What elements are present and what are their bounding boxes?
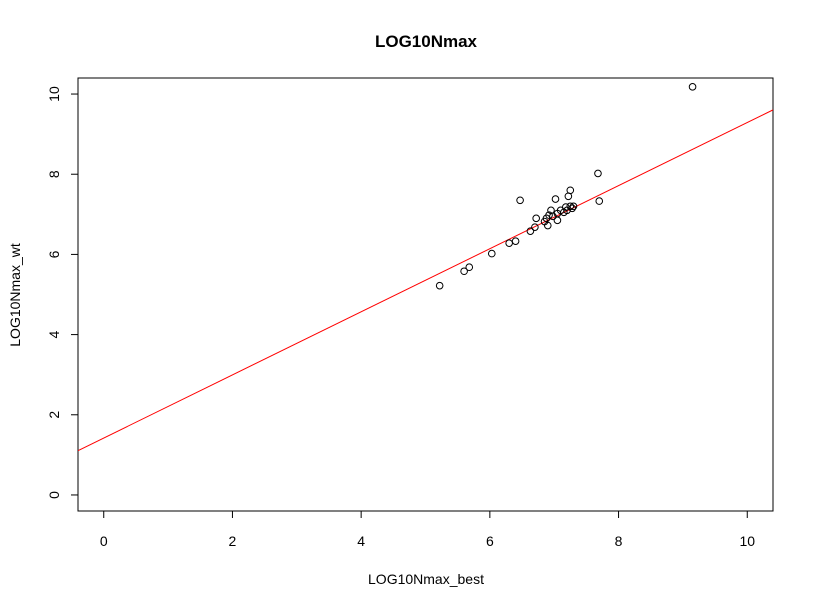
data-point bbox=[543, 221, 552, 230]
data-point bbox=[487, 249, 496, 258]
regression-line bbox=[78, 109, 773, 452]
chart-title: LOG10Nmax bbox=[375, 32, 478, 51]
data-point bbox=[688, 83, 697, 91]
data-series bbox=[78, 83, 773, 452]
y-tick-label: 8 bbox=[46, 170, 62, 178]
data-point bbox=[526, 227, 535, 235]
plot-area bbox=[77, 77, 774, 512]
data-point bbox=[568, 204, 577, 213]
x-tick-label: 10 bbox=[739, 533, 755, 549]
x-tick-label: 2 bbox=[229, 533, 237, 549]
y-ticks: 0 2 4 6 8 10 bbox=[46, 86, 78, 499]
data-point bbox=[551, 195, 560, 203]
data-point bbox=[505, 239, 513, 247]
y-tick-label: 6 bbox=[46, 250, 62, 258]
data-point bbox=[465, 263, 474, 272]
y-axis-label: LOG10Nmax_wt bbox=[7, 243, 23, 347]
y-tick-label: 0 bbox=[46, 491, 62, 499]
y-tick-label: 10 bbox=[46, 86, 62, 102]
x-axis-label: LOG10Nmax_best bbox=[368, 571, 484, 587]
data-point bbox=[511, 237, 520, 245]
data-point bbox=[594, 169, 602, 178]
x-tick-label: 4 bbox=[357, 533, 365, 549]
data-point bbox=[569, 202, 578, 211]
x-tick-label: 8 bbox=[615, 533, 623, 549]
data-point bbox=[553, 216, 562, 225]
x-tick-label: 6 bbox=[486, 533, 494, 549]
data-point bbox=[435, 281, 444, 290]
data-point bbox=[566, 202, 575, 211]
x-tick-label: 0 bbox=[100, 533, 108, 549]
data-point bbox=[566, 186, 575, 195]
data-point bbox=[460, 267, 468, 276]
data-point bbox=[595, 197, 604, 205]
x-ticks: 0 2 4 6 8 10 bbox=[100, 511, 755, 549]
data-point bbox=[516, 196, 524, 205]
data-point bbox=[531, 223, 539, 231]
y-tick-label: 2 bbox=[46, 411, 62, 419]
y-tick-label: 4 bbox=[46, 330, 62, 338]
data-point bbox=[545, 211, 553, 219]
data-point bbox=[532, 214, 540, 223]
